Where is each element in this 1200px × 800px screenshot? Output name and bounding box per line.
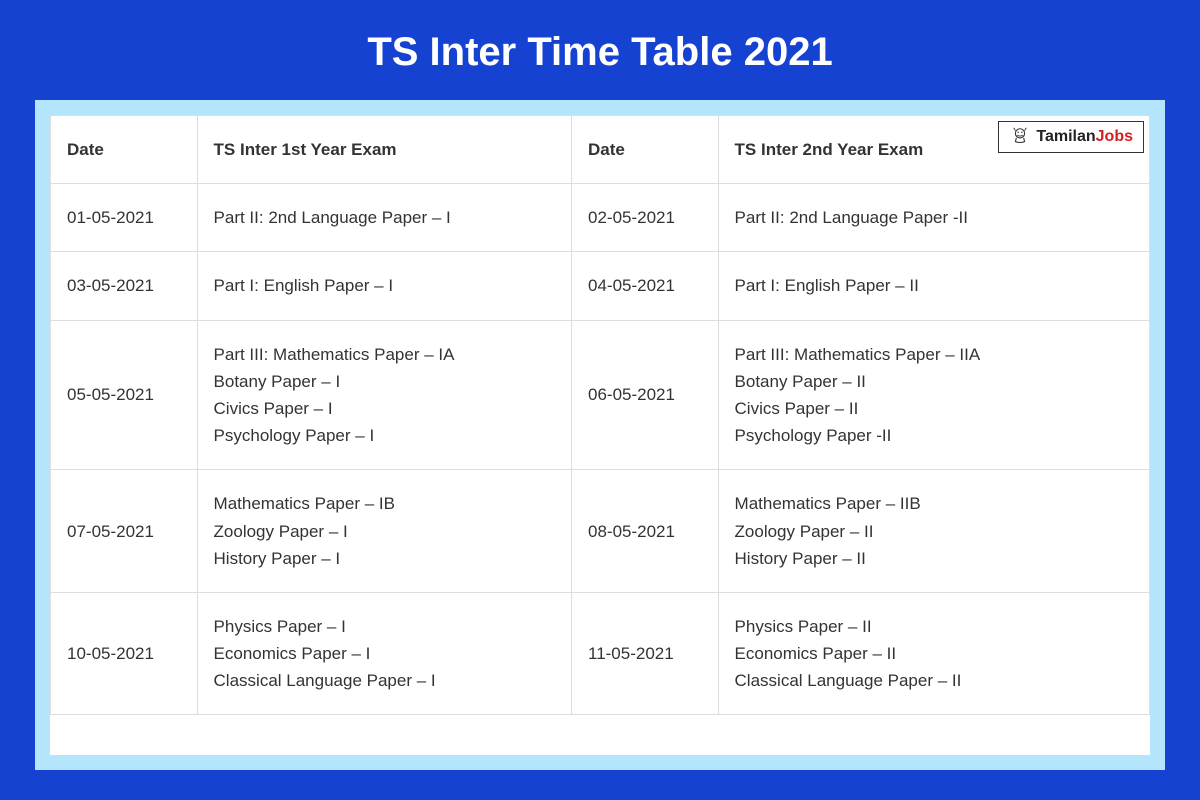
cell-date2: 08-05-2021 xyxy=(572,470,719,593)
cell-exam2: Part I: English Paper – II xyxy=(718,252,1149,320)
timetable: Date TS Inter 1st Year Exam Date TS Inte… xyxy=(50,115,1150,715)
table-row: 07-05-2021Mathematics Paper – IBZoology … xyxy=(51,470,1150,593)
cell-date1: 03-05-2021 xyxy=(51,252,198,320)
cell-date1: 10-05-2021 xyxy=(51,592,198,715)
cell-date2: 04-05-2021 xyxy=(572,252,719,320)
cell-date2: 06-05-2021 xyxy=(572,320,719,470)
cell-date1: 07-05-2021 xyxy=(51,470,198,593)
content-wrapper: TamilanJobs Date TS Inter 1st Year Exam … xyxy=(35,100,1165,770)
cell-date1: 05-05-2021 xyxy=(51,320,198,470)
page-title: TS Inter Time Table 2021 xyxy=(0,30,1200,75)
table-header-row: Date TS Inter 1st Year Exam Date TS Inte… xyxy=(51,116,1150,184)
cell-exam2: Part II: 2nd Language Paper -II xyxy=(718,184,1149,252)
header-date1: Date xyxy=(51,116,198,184)
cell-exam2: Part III: Mathematics Paper – IIABotany … xyxy=(718,320,1149,470)
logo-badge: TamilanJobs xyxy=(998,121,1144,153)
logo-text-part1: Tamilan xyxy=(1036,128,1095,145)
cell-exam1: Mathematics Paper – IBZoology Paper – IH… xyxy=(197,470,571,593)
header-exam1: TS Inter 1st Year Exam xyxy=(197,116,571,184)
table-row: 01-05-2021Part II: 2nd Language Paper – … xyxy=(51,184,1150,252)
cell-date2: 02-05-2021 xyxy=(572,184,719,252)
table-row: 03-05-2021Part I: English Paper – I04-05… xyxy=(51,252,1150,320)
table-row: 05-05-2021Part III: Mathematics Paper – … xyxy=(51,320,1150,470)
cell-exam1: Part III: Mathematics Paper – IABotany P… xyxy=(197,320,571,470)
cell-exam1: Part I: English Paper – I xyxy=(197,252,571,320)
header-date2: Date xyxy=(572,116,719,184)
title-bar: TS Inter Time Table 2021 xyxy=(0,0,1200,100)
table-container: TamilanJobs Date TS Inter 1st Year Exam … xyxy=(50,115,1150,755)
cell-exam1: Physics Paper – IEconomics Paper – IClas… xyxy=(197,592,571,715)
cell-exam1: Part II: 2nd Language Paper – I xyxy=(197,184,571,252)
cell-date1: 01-05-2021 xyxy=(51,184,198,252)
logo-text: TamilanJobs xyxy=(1036,128,1133,146)
logo-text-part2: Jobs xyxy=(1096,128,1133,145)
table-row: 10-05-2021Physics Paper – IEconomics Pap… xyxy=(51,592,1150,715)
logo-face-icon xyxy=(1009,126,1031,148)
cell-exam2: Mathematics Paper – IIBZoology Paper – I… xyxy=(718,470,1149,593)
cell-date2: 11-05-2021 xyxy=(572,592,719,715)
cell-exam2: Physics Paper – IIEconomics Paper – IICl… xyxy=(718,592,1149,715)
